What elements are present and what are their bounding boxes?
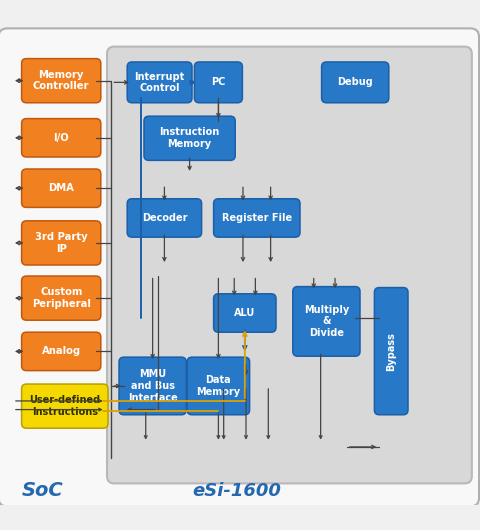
FancyBboxPatch shape bbox=[127, 62, 192, 103]
Text: Multiply
&
Divide: Multiply & Divide bbox=[304, 305, 349, 338]
Text: PC: PC bbox=[211, 77, 226, 87]
FancyBboxPatch shape bbox=[22, 169, 101, 207]
Text: 3rd Party
IP: 3rd Party IP bbox=[35, 232, 87, 254]
FancyBboxPatch shape bbox=[22, 332, 101, 370]
FancyBboxPatch shape bbox=[22, 59, 101, 103]
FancyBboxPatch shape bbox=[214, 294, 276, 332]
Text: SoC: SoC bbox=[22, 481, 63, 500]
Text: MMU
and Bus
Interface: MMU and Bus Interface bbox=[128, 369, 178, 403]
FancyBboxPatch shape bbox=[22, 276, 101, 320]
Text: Decoder: Decoder bbox=[142, 213, 187, 223]
Text: I/O: I/O bbox=[53, 133, 69, 143]
Bar bbox=[209, 378, 283, 386]
Text: DMA: DMA bbox=[48, 183, 74, 193]
FancyBboxPatch shape bbox=[22, 119, 101, 157]
FancyBboxPatch shape bbox=[0, 29, 479, 507]
FancyBboxPatch shape bbox=[144, 116, 235, 161]
Text: Register File: Register File bbox=[222, 213, 292, 223]
Text: Memory
Controller: Memory Controller bbox=[33, 70, 89, 92]
FancyBboxPatch shape bbox=[293, 287, 360, 356]
Bar bbox=[125, 174, 386, 184]
FancyBboxPatch shape bbox=[127, 199, 202, 237]
FancyBboxPatch shape bbox=[194, 62, 242, 103]
FancyBboxPatch shape bbox=[22, 384, 108, 428]
Bar bbox=[125, 265, 386, 276]
FancyBboxPatch shape bbox=[374, 288, 408, 415]
Text: Analog: Analog bbox=[42, 347, 81, 356]
Text: ALU: ALU bbox=[234, 308, 255, 318]
Text: Instruction
Memory: Instruction Memory bbox=[159, 128, 220, 149]
Text: Debug: Debug bbox=[337, 77, 373, 87]
Text: eSi-1600: eSi-1600 bbox=[192, 482, 281, 500]
FancyBboxPatch shape bbox=[119, 357, 186, 415]
Text: Bypass: Bypass bbox=[386, 332, 396, 370]
FancyBboxPatch shape bbox=[214, 199, 300, 237]
FancyBboxPatch shape bbox=[107, 47, 472, 483]
FancyBboxPatch shape bbox=[322, 62, 389, 103]
Bar bbox=[209, 354, 283, 362]
Text: Interrupt
Control: Interrupt Control bbox=[134, 72, 185, 93]
Text: Custom
Peripheral: Custom Peripheral bbox=[32, 287, 91, 309]
Text: User-defined
Instructions: User-defined Instructions bbox=[29, 395, 100, 417]
FancyBboxPatch shape bbox=[22, 221, 101, 265]
FancyBboxPatch shape bbox=[187, 357, 250, 415]
Bar bbox=[157, 443, 347, 451]
Text: Data
Memory: Data Memory bbox=[196, 375, 240, 397]
